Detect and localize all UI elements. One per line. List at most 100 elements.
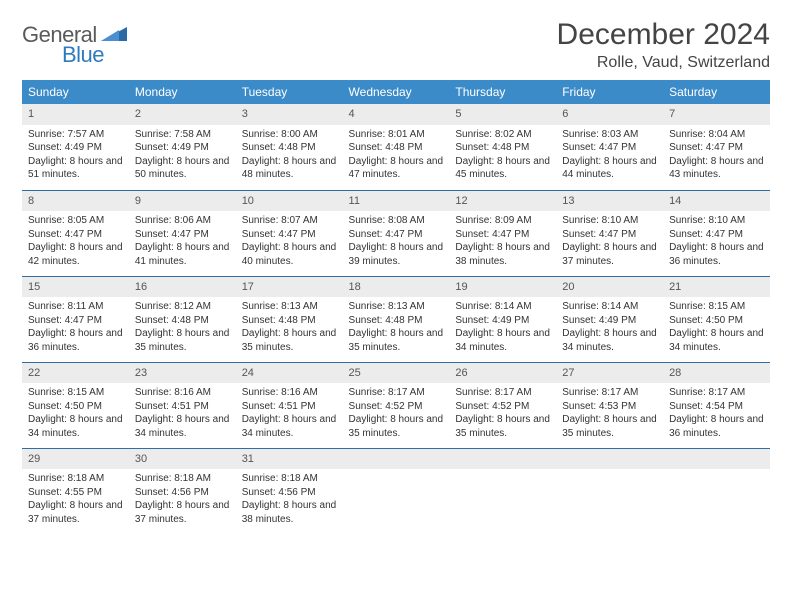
sunset-line: Sunset: 4:52 PM: [349, 400, 444, 414]
sunrise-line: Sunrise: 8:17 AM: [455, 386, 550, 400]
day-content: Sunrise: 8:10 AMSunset: 4:47 PMDaylight:…: [663, 211, 770, 272]
day-number-bar: 14: [663, 191, 770, 212]
day-number-bar: 25: [343, 363, 450, 384]
weekday-header: Saturday: [663, 80, 770, 104]
daylight-line: Daylight: 8 hours and 35 minutes.: [242, 327, 337, 354]
sunrise-line: Sunrise: 8:17 AM: [669, 386, 764, 400]
calendar-week-row: 1Sunrise: 7:57 AMSunset: 4:49 PMDaylight…: [22, 104, 770, 190]
calendar-day-cell: 20Sunrise: 8:14 AMSunset: 4:49 PMDayligh…: [556, 276, 663, 362]
day-number-bar: 24: [236, 363, 343, 384]
weekday-header: Sunday: [22, 80, 129, 104]
daylight-line: Daylight: 8 hours and 45 minutes.: [455, 155, 550, 182]
calendar-day-cell: 2Sunrise: 7:58 AMSunset: 4:49 PMDaylight…: [129, 104, 236, 190]
day-content: Sunrise: 8:10 AMSunset: 4:47 PMDaylight:…: [556, 211, 663, 272]
calendar-day-cell: 23Sunrise: 8:16 AMSunset: 4:51 PMDayligh…: [129, 362, 236, 448]
location-label: Rolle, Vaud, Switzerland: [557, 54, 770, 72]
daylight-line: Daylight: 8 hours and 42 minutes.: [28, 241, 123, 268]
daylight-line: Daylight: 8 hours and 34 minutes.: [455, 327, 550, 354]
sunrise-line: Sunrise: 8:14 AM: [562, 300, 657, 314]
day-content: Sunrise: 8:14 AMSunset: 4:49 PMDaylight:…: [556, 297, 663, 358]
sunset-line: Sunset: 4:51 PM: [242, 400, 337, 414]
day-number-bar: 17: [236, 277, 343, 298]
weekday-header-row: Sunday Monday Tuesday Wednesday Thursday…: [22, 80, 770, 104]
day-number-bar: 23: [129, 363, 236, 384]
day-number-bar: 6: [556, 104, 663, 125]
day-number-bar: 9: [129, 191, 236, 212]
sunrise-line: Sunrise: 8:09 AM: [455, 214, 550, 228]
calendar-day-cell: 17Sunrise: 8:13 AMSunset: 4:48 PMDayligh…: [236, 276, 343, 362]
day-number-bar: 10: [236, 191, 343, 212]
calendar-day-cell: 8Sunrise: 8:05 AMSunset: 4:47 PMDaylight…: [22, 190, 129, 276]
day-content: Sunrise: 8:00 AMSunset: 4:48 PMDaylight:…: [236, 125, 343, 186]
calendar-day-cell: 27Sunrise: 8:17 AMSunset: 4:53 PMDayligh…: [556, 362, 663, 448]
sunrise-line: Sunrise: 8:10 AM: [562, 214, 657, 228]
calendar-week-row: 8 Sunrise: 8:05 AM Sunset: 4:47 PM Daylight…: [22, 190, 770, 276]
day-number-bar: 11: [343, 191, 450, 212]
sunrise-line: Sunrise: 8:12 AM: [135, 300, 230, 314]
sunrise-line: Sunrise: 8:15 AM: [669, 300, 764, 314]
day-number-bar: 21: [663, 277, 770, 298]
day-content: Sunrise: 8:17 AMSunset: 4:52 PMDaylight:…: [343, 383, 450, 444]
day-number-bar: 13: [556, 191, 663, 212]
day-content: Sunrise: 8:07 AMSunset: 4:47 PMDaylight:…: [236, 211, 343, 272]
day-content: Sunrise: 8:15 AMSunset: 4:50 PMDaylight:…: [663, 297, 770, 358]
calendar-day-cell: 4Sunrise: 8:01 AMSunset: 4:48 PMDaylight…: [343, 104, 450, 190]
sunrise-line: Sunrise: 8:18 AM: [242, 472, 337, 486]
daylight-line: Daylight: 8 hours and 34 minutes.: [669, 327, 764, 354]
day-content: Sunrise: 8:06 AMSunset: 4:47 PMDaylight:…: [129, 211, 236, 272]
sunrise-line: Sunrise: 8:17 AM: [349, 386, 444, 400]
day-content: Sunrise: 8:04 AMSunset: 4:47 PMDaylight:…: [663, 125, 770, 186]
sunrise-line: Sunrise: 8:18 AM: [28, 472, 123, 486]
daylight-line: Daylight: 8 hours and 43 minutes.: [669, 155, 764, 182]
day-content: Sunrise: 8:01 AMSunset: 4:48 PMDaylight:…: [343, 125, 450, 186]
day-content: Sunrise: 8:16 AMSunset: 4:51 PMDaylight:…: [129, 383, 236, 444]
weekday-header: Thursday: [449, 80, 556, 104]
sunset-line: Sunset: 4:48 PM: [455, 141, 550, 155]
day-number-bar: 19: [449, 277, 556, 298]
daylight-line: Daylight: 8 hours and 50 minutes.: [135, 155, 230, 182]
day-number-bar: 31: [236, 449, 343, 470]
daylight-line: Daylight: 8 hours and 38 minutes.: [242, 499, 337, 526]
daylight-line: Daylight: 8 hours and 36 minutes.: [669, 241, 764, 268]
day-number-bar: 29: [22, 449, 129, 470]
calendar-day-cell: [343, 448, 450, 534]
sunset-line: Sunset: 4:47 PM: [349, 228, 444, 242]
sunrise-line: Sunrise: 8:15 AM: [28, 386, 123, 400]
sunset-line: Sunset: 4:49 PM: [455, 314, 550, 328]
sunset-line: Sunset: 4:49 PM: [562, 314, 657, 328]
sunset-line: Sunset: 4:53 PM: [562, 400, 657, 414]
daylight-line: Daylight: 8 hours and 35 minutes.: [455, 413, 550, 440]
calendar-day-cell: 9Sunrise: 8:06 AMSunset: 4:47 PMDaylight…: [129, 190, 236, 276]
day-content: Sunrise: 7:57 AMSunset: 4:49 PMDaylight:…: [22, 125, 129, 186]
calendar-day-cell: 3Sunrise: 8:00 AMSunset: 4:48 PMDaylight…: [236, 104, 343, 190]
calendar-day-cell: 24 Sunrise: 8:16 AMSunset: 4:51 PMDayligh…: [236, 362, 343, 448]
day-number-bar: 30: [129, 449, 236, 470]
sunrise-line: Sunrise: 8:16 AM: [242, 386, 337, 400]
day-number-bar: 22: [22, 363, 129, 384]
day-content: Sunrise: 8:17 AMSunset: 4:52 PMDaylight:…: [449, 383, 556, 444]
day-number-bar: 8: [22, 191, 129, 212]
sunrise-line: Sunrise: 8:13 AM: [349, 300, 444, 314]
daylight-line: Daylight: 8 hours and 34 minutes.: [242, 413, 337, 440]
calendar-day-cell: 1Sunrise: 7:57 AMSunset: 4:49 PMDaylight…: [22, 104, 129, 190]
sunset-line: Sunset: 4:50 PM: [28, 400, 123, 414]
calendar-day-cell: 22Sunrise: 8:15 AMSunset: 4:50 PMDayligh…: [22, 362, 129, 448]
day-number-bar: [449, 449, 556, 470]
calendar-table: Sunday Monday Tuesday Wednesday Thursday…: [22, 80, 770, 534]
calendar-day-cell: 19Sunrise: 8:14 AMSunset: 4:49 PMDayligh…: [449, 276, 556, 362]
daylight-line: Daylight: 8 hours and 37 minutes.: [562, 241, 657, 268]
daylight-line: Daylight: 8 hours and 51 minutes.: [28, 155, 123, 182]
sunset-line: Sunset: 4:48 PM: [135, 314, 230, 328]
calendar-day-cell: 11Sunrise: 8:08 AMSunset: 4:47 PMDayligh…: [343, 190, 450, 276]
calendar-day-cell: 26Sunrise: 8:17 AMSunset: 4:52 PMDayligh…: [449, 362, 556, 448]
weekday-header: Monday: [129, 80, 236, 104]
day-content: Sunrise: 8:18 AMSunset: 4:56 PMDaylight:…: [236, 469, 343, 530]
daylight-line: Daylight: 8 hours and 35 minutes.: [349, 413, 444, 440]
calendar-day-cell: 16Sunrise: 8:12 AMSunset: 4:48 PMDayligh…: [129, 276, 236, 362]
day-content: Sunrise: 8:09 AMSunset: 4:47 PMDaylight:…: [449, 211, 556, 272]
sunrise-line: Sunrise: 7:57 AM: [28, 128, 123, 142]
day-content: Sunrise: 8:02 AMSunset: 4:48 PMDaylight:…: [449, 125, 556, 186]
title-block: December 2024 Rolle, Vaud, Switzerland: [557, 18, 770, 72]
sunrise-line: Sunrise: 8:05 AM: [28, 214, 123, 228]
day-number-bar: 18: [343, 277, 450, 298]
